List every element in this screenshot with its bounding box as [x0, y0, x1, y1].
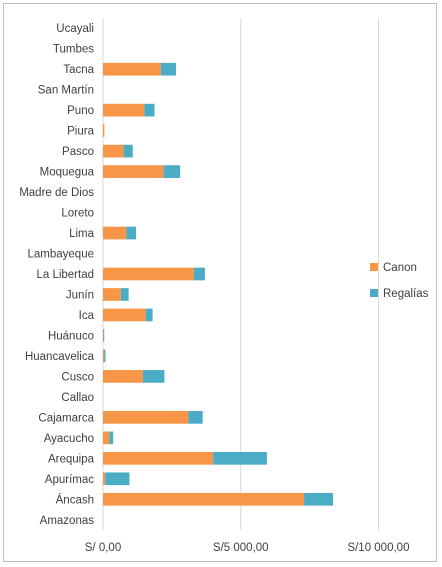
y-tick-label-loreto: Loreto	[61, 208, 94, 220]
bar-regalias-puno	[144, 103, 155, 117]
bar-regalias-la-libertad	[193, 267, 205, 281]
y-tick-label-pasco: Pasco	[62, 146, 94, 158]
y-tick-label-moquegua: Moquegua	[40, 167, 95, 179]
bar-regalias-moquegua	[163, 165, 181, 178]
bar-regalias-lima	[126, 226, 137, 240]
legend-label-canon: Canon	[383, 262, 417, 274]
bar-canon-huanuco	[103, 329, 104, 342]
y-tick-label-tacna: Tacna	[63, 64, 94, 76]
bar-canon-ayacucho	[103, 431, 110, 445]
bar-regalias-ayacucho	[109, 431, 114, 445]
bar-canon-cajamarca	[103, 411, 189, 424]
bar-regalias-arequipa	[213, 451, 267, 465]
y-tick-label-lambayeque: Lambayeque	[28, 249, 95, 261]
bar-regalias-cajamarca	[188, 411, 203, 424]
x-tick-label-0: S/ 0,00	[85, 542, 121, 554]
bar-regalias-junin	[120, 288, 129, 301]
bar-canon-arequipa	[103, 451, 214, 465]
y-tick-label-cusco: Cusco	[61, 371, 94, 383]
y-tick-label-piura: Piura	[67, 126, 94, 138]
legend-swatch-regalias	[370, 289, 378, 297]
bar-regalias-ancash	[304, 492, 334, 506]
y-tick-label-tumbes: Tumbes	[53, 44, 94, 56]
x-tick-label-1: S/5 000,00	[213, 542, 269, 554]
bar-canon-huancavelica	[103, 349, 105, 363]
y-tick-label-huancavelica: Huancavelica	[25, 351, 95, 363]
y-tick-label-ayacucho: Ayacucho	[44, 433, 94, 445]
bar-canon-la-libertad	[103, 267, 194, 281]
y-tick-label-madre-de-dios: Madre de Dios	[19, 187, 94, 199]
bar-canon-pasco	[103, 144, 124, 158]
bar-regalias-huanuco	[103, 329, 105, 342]
bar-regalias-tacna	[160, 62, 176, 76]
y-tick-label-arequipa: Arequipa	[48, 453, 95, 465]
y-tick-label-apurimac: Apurímac	[45, 474, 94, 486]
y-tick-label-callao: Callao	[61, 392, 94, 404]
y-tick-label-ica: Ica	[79, 310, 95, 322]
y-tick-label-la-libertad: La Libertad	[36, 269, 94, 281]
bar-canon-ancash	[103, 492, 305, 506]
legend-label-regalias: Regalías	[383, 288, 429, 300]
y-tick-label-junin: Junín	[66, 289, 94, 301]
chart-frame: Amazonas Áncash Apurímac Arequipa Ayacucho Ca…	[3, 3, 437, 562]
y-tick-label-san-martin: San Martín	[38, 85, 94, 97]
bar-regalias-cusco	[142, 370, 165, 383]
bar-regalias-apurimac	[105, 472, 130, 486]
bar-regalias-huancavelica	[104, 349, 106, 363]
bar-regalias-pasco	[123, 144, 133, 158]
bar-canon-tacna	[103, 62, 161, 76]
bar-canon-lima	[103, 226, 127, 240]
bar-canon-puno	[103, 103, 145, 117]
y-tick-label-ancash: Áncash	[56, 493, 94, 506]
bar-canon-apurimac	[103, 472, 106, 486]
stacked-bar-chart: Amazonas Áncash Apurímac Arequipa Ayacucho Ca…	[19, 18, 429, 554]
bar-canon-ica	[103, 308, 146, 322]
bar-canon-cusco	[103, 370, 143, 383]
y-tick-label-ucayali: Ucayali	[56, 23, 94, 35]
bar-regalias-ica	[145, 308, 153, 322]
y-tick-label-cajamarca: Cajamarca	[38, 412, 94, 424]
y-tick-label-lima: Lima	[69, 228, 95, 240]
bar-canon-piura	[103, 124, 105, 137]
y-tick-label-puno: Puno	[67, 105, 94, 117]
bar-canon-junin	[103, 288, 121, 301]
y-tick-label-huanuco: Huánuco	[48, 330, 94, 342]
bar-canon-moquegua	[103, 165, 164, 178]
y-tick-label-amazonas: Amazonas	[40, 515, 95, 527]
x-tick-label-2: S/10 000,00	[347, 542, 409, 554]
legend-swatch-canon	[370, 263, 378, 271]
